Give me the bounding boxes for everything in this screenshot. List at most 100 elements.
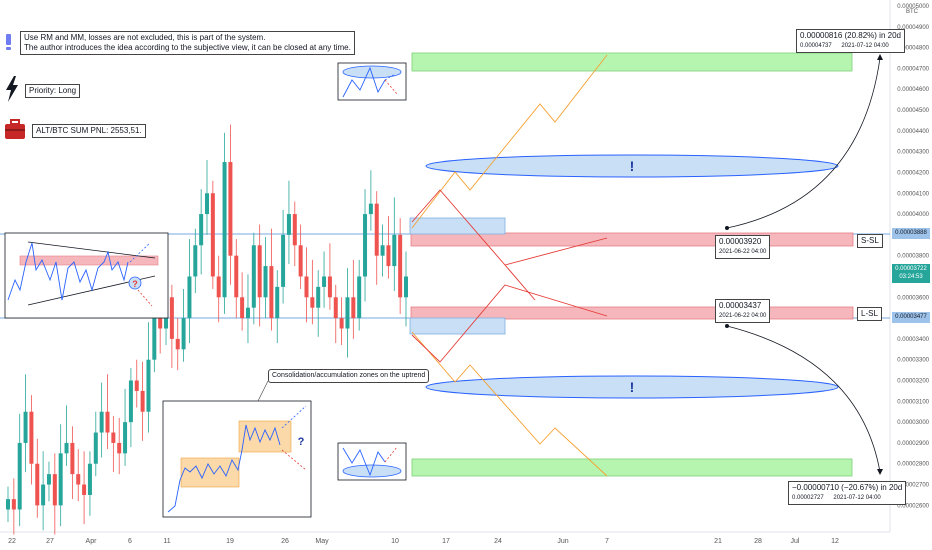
candle-body-23	[140, 390, 145, 412]
lower-arc-start	[725, 324, 729, 328]
lower-change: −0.00000710 (−20.67%) in 20d	[792, 483, 903, 492]
candle-body-40	[240, 297, 245, 319]
upper-entry-date: 2021-06-22 04:00	[719, 249, 767, 255]
x-tick-label-14: 28	[754, 538, 762, 545]
short-sl-zone	[410, 232, 854, 247]
y-tick-label-20: 0.00003000	[897, 420, 929, 426]
axis-unit-label: BTC	[906, 9, 919, 15]
mini-bull-dash-up	[384, 73, 396, 81]
upper-entry-zone	[409, 217, 506, 235]
candle-body-34	[205, 193, 209, 215]
consolidation-dash-up	[281, 405, 307, 429]
triangle-upper-line	[27, 241, 156, 259]
short-sl-label: S-SL	[857, 234, 883, 248]
candle-body-1	[11, 499, 16, 510]
candle-body-64	[380, 245, 385, 256]
candle-body-21	[128, 380, 133, 423]
candle-body-10	[64, 442, 69, 454]
red-path-a	[411, 189, 608, 266]
y-tick-label-6: 0.00004400	[897, 129, 929, 135]
lightning-icon	[5, 76, 19, 107]
x-axis-ticks: 22 27 Apr 6 11 19 26 May 10 17 24 Jun 7 21 28 Jul 12	[8, 538, 839, 545]
candle-body-15	[93, 432, 98, 464]
triangle-inset-line	[7, 242, 129, 301]
upper-arc	[726, 57, 881, 229]
upper-arc-start	[725, 226, 729, 230]
candle-body-2	[17, 442, 22, 510]
candle-body-49	[292, 214, 297, 246]
candle-body-57	[339, 318, 344, 329]
candle-body-28	[169, 297, 174, 339]
disclaimer-line-1: Use RM and MM, losses are not excluded, …	[24, 33, 266, 42]
upper-entry-price: 0.00003920	[719, 237, 762, 246]
candle-body-35	[210, 193, 215, 277]
lower-arc-arrow	[877, 469, 883, 475]
candle-body-53	[316, 286, 321, 308]
countdown: 03:24:53	[899, 274, 923, 280]
candle-body-22	[134, 380, 139, 391]
orange-bear-path	[411, 331, 608, 477]
candle-body-41	[245, 307, 250, 319]
candle-body-25	[152, 318, 157, 360]
triangle-dash-down	[137, 289, 153, 307]
lower-arc	[726, 325, 881, 473]
candle-body-4	[29, 411, 34, 464]
candle-body-30	[181, 318, 186, 350]
x-tick-label-5: 19	[226, 538, 234, 545]
exclamation-icon	[6, 34, 11, 50]
candle-body-14	[87, 463, 92, 495]
candle-body-33	[199, 214, 204, 246]
red-path-c	[504, 264, 536, 301]
candle-body-68	[404, 276, 408, 298]
orange-bull-path	[411, 54, 608, 229]
long-sl-label: L-SL	[857, 307, 882, 321]
upper-price-tag: 0.00003888	[892, 228, 930, 239]
upper-target-zone	[411, 52, 853, 72]
triangle-inset	[4, 232, 169, 319]
lower-target-detail: 0.00002727 2021-07-12 04:00	[792, 493, 902, 503]
disclaimer-line-2: The author introduces the idea according…	[24, 43, 351, 52]
x-tick-label-7: May	[315, 538, 329, 545]
candle-body-37	[222, 162, 227, 298]
candle-body-48	[286, 214, 291, 235]
consolidation-callout-line	[257, 380, 269, 402]
consolidation-dash-down	[281, 449, 307, 471]
y-tick-label-21: 0.00002900	[897, 441, 929, 447]
y-tick-label-17: 0.00003300	[897, 358, 929, 364]
candle-body-6	[41, 484, 46, 506]
triangle-question: ?	[132, 279, 138, 289]
triangle-inset-zone	[19, 255, 159, 266]
mini-bull-ellipse	[342, 65, 402, 79]
y-tick-label-22: 0.00002800	[897, 462, 929, 468]
x-tick-label-16: 12	[831, 538, 839, 545]
y-tick-label-4: 0.00004600	[897, 87, 929, 93]
y-tick-label-2: 0.00004800	[897, 46, 929, 52]
lower-ellipse-zone	[425, 375, 839, 399]
x-tick-label-12: 7	[605, 538, 609, 545]
candle-body-44	[263, 266, 268, 298]
y-tick-label-1: 0.00004900	[897, 25, 929, 31]
y-tick-label-3: 0.00004700	[897, 66, 929, 72]
candle-body-5	[35, 463, 40, 506]
y-tick-label-0: 0.00005000	[897, 4, 929, 10]
x-tick-label-13: 21	[714, 538, 722, 545]
x-tick-label-6: 26	[281, 538, 289, 545]
candle-body-51	[304, 276, 309, 298]
candle-body-60	[357, 276, 362, 319]
candle-body-43	[257, 245, 262, 298]
consolidation-zone-1	[180, 457, 240, 488]
candle-body-67	[398, 234, 403, 298]
candle-body-46	[275, 286, 280, 319]
y-tick-label-8: 0.00004200	[897, 170, 929, 176]
y-tick-label-19: 0.00003100	[897, 399, 929, 405]
candle-body-66	[392, 234, 397, 267]
mini-bull-line	[342, 66, 386, 98]
y-tick-label-9: 0.00004100	[897, 191, 929, 197]
y-tick-label-10: 0.00004000	[897, 212, 929, 218]
candle-body-65	[386, 245, 391, 267]
upper-exclaim: !	[630, 158, 635, 174]
triangle-dash-up	[129, 242, 151, 263]
x-tick-label-8: 10	[391, 538, 399, 545]
candle-body-59	[351, 297, 356, 319]
